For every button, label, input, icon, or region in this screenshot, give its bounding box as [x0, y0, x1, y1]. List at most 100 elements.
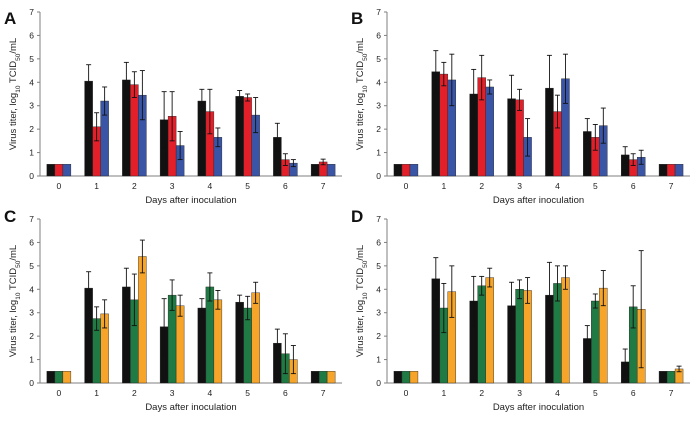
panel-b-x-tick-label: 5 [593, 181, 598, 191]
panel-d-x-tick-label: 5 [593, 388, 598, 398]
panel-b-x-tick-label: 0 [404, 181, 409, 191]
panel-a-bar [62, 164, 72, 177]
panel-c-bar [235, 301, 244, 384]
panel-d-x-tick-label: 1 [441, 388, 446, 398]
panel-c-y-tick-label: 1 [29, 355, 34, 365]
panel-d-y-tick-label: 3 [376, 308, 381, 318]
panel-d-y-tick-label: 6 [376, 237, 381, 247]
panel-c-bar [138, 256, 147, 384]
panel-d-y-tick-label: 5 [376, 261, 381, 271]
panel-b-bar [666, 164, 676, 177]
panel-d-x-tick-label: 2 [479, 388, 484, 398]
panel-b-y-tick-label: 2 [376, 124, 381, 134]
panel-d-bar [666, 371, 676, 384]
panel-b-x-tick-label: 3 [517, 181, 522, 191]
panel-a-x-tick-label: 4 [208, 181, 213, 191]
panel-a-x-tick-label: 1 [94, 181, 99, 191]
panel-d-y-tick-label: 0 [376, 378, 381, 388]
panel-c-x-tick-label: 6 [283, 388, 288, 398]
panel-d-y-tick-label: 4 [376, 284, 381, 294]
panel-d-letter: D [351, 207, 363, 226]
panel-c-bar [326, 371, 336, 384]
panel-a-x-tick-label: 5 [245, 181, 250, 191]
panel-d-x-tick-label: 4 [555, 388, 560, 398]
panel-d-bar [515, 289, 524, 384]
panel-d-bar [401, 371, 411, 384]
panel-a-x-tick-label: 3 [170, 181, 175, 191]
panel-b-letter: B [351, 9, 363, 28]
panel-a-y-axis-title: Virus titer, log10 TCID50/mL [8, 38, 22, 150]
panel-d-bar [409, 371, 419, 384]
panel-a-bar [54, 164, 64, 177]
panel-d-bar [561, 277, 570, 384]
panel-b-y-axis-title: Virus titer, log10 TCID50/mL [355, 38, 369, 150]
panel-c-x-tick-label: 3 [170, 388, 175, 398]
panel-c-bar [62, 371, 72, 384]
panel-a-y-tick-label: 7 [29, 7, 34, 17]
panel-c-x-tick-label: 1 [94, 388, 99, 398]
panel-a-bar [243, 97, 252, 177]
panel-d-x-tick-label: 3 [517, 388, 522, 398]
panel-d-x-tick-label: 0 [404, 388, 409, 398]
panel-c-y-tick-label: 0 [29, 378, 34, 388]
panel-b-y-tick-label: 5 [376, 54, 381, 64]
panel-b-y-tick-label: 6 [376, 30, 381, 40]
panel-c-x-tick-label: 5 [245, 388, 250, 398]
panel-c-bar [54, 371, 64, 384]
panel-b-y-tick-label: 3 [376, 101, 381, 111]
panel-b-x-tick-label: 6 [631, 181, 636, 191]
panel-c-x-tick-label: 2 [132, 388, 137, 398]
panel-a-x-tick-label: 0 [57, 181, 62, 191]
panel-d-bar [523, 290, 532, 384]
panel-c-y-axis-title: Virus titer, log10 TCID50/mL [8, 245, 22, 357]
panel-b-bar [409, 164, 419, 177]
panel-c-bar [175, 305, 185, 384]
panel-a-x-axis-title: Days after inoculation [145, 195, 236, 206]
panel-b-bar [401, 164, 411, 177]
panel-a-y-tick-label: 1 [29, 148, 34, 158]
panel-b-bar [393, 164, 403, 177]
panel-b-bar [674, 164, 684, 177]
panel-c-bar [251, 292, 260, 384]
panel-a-y-tick-label: 4 [29, 77, 34, 87]
panel-a-y-tick-label: 5 [29, 54, 34, 64]
panel-d-bar [477, 285, 486, 384]
panel-c-bar [197, 307, 207, 384]
panel-a-letter: A [4, 9, 16, 28]
panel-c-x-tick-label: 7 [321, 388, 326, 398]
panel-b-x-tick-label: 4 [555, 181, 560, 191]
panel-d-x-axis-title: Days after inoculation [493, 402, 584, 413]
panel-a-y-tick-label: 6 [29, 30, 34, 40]
panel-d-bar [485, 277, 494, 384]
panel-a-bar [326, 164, 336, 177]
panel-c-bar [318, 371, 328, 384]
panel-a-y-tick-label: 3 [29, 101, 34, 111]
panel-d: D 0 1 2 3 4 5 6 7 0 1 2 3 4 5 6 7 Days after inoculation V… [351, 207, 690, 413]
panel-a-x-tick-label: 2 [132, 181, 137, 191]
panel-b-bar [439, 73, 449, 177]
panel-c-y-tick-label: 7 [29, 214, 34, 224]
panel-d-x-tick-label: 7 [669, 388, 674, 398]
panel-a-bar [235, 96, 244, 177]
panel-a-x-tick-label: 7 [321, 181, 326, 191]
panel-d-bar [591, 300, 600, 384]
panel-b-x-tick-label: 1 [441, 181, 446, 191]
panel-a-bar [46, 164, 56, 177]
panel-a-y-tick-label: 2 [29, 124, 34, 134]
panel-a: A 0 1 2 3 4 5 6 7 0 1 2 3 4 5 6 7 Days after inoculation V… [4, 7, 342, 206]
panel-c-y-tick-label: 2 [29, 331, 34, 341]
panel-d-y-tick-label: 7 [376, 214, 381, 224]
panel-c-x-tick-label: 0 [57, 388, 62, 398]
panel-c-letter: C [4, 207, 16, 226]
panel-a-bar [130, 84, 139, 177]
panel-a-y-tick-label: 0 [29, 171, 34, 181]
panel-b-y-tick-label: 4 [376, 77, 381, 87]
panel-c-bar [46, 371, 56, 384]
panel-d-y-tick-label: 1 [376, 355, 381, 365]
panel-c: C 0 1 2 3 4 5 6 7 0 1 2 3 4 5 6 7 Days after inoculation V… [4, 207, 342, 413]
panel-c-x-axis-title: Days after inoculation [145, 402, 236, 413]
panel-c-y-tick-label: 6 [29, 237, 34, 247]
panel-b-x-tick-label: 2 [479, 181, 484, 191]
panel-d-y-axis-title: Virus titer, log10 TCID50/mL [355, 245, 369, 357]
